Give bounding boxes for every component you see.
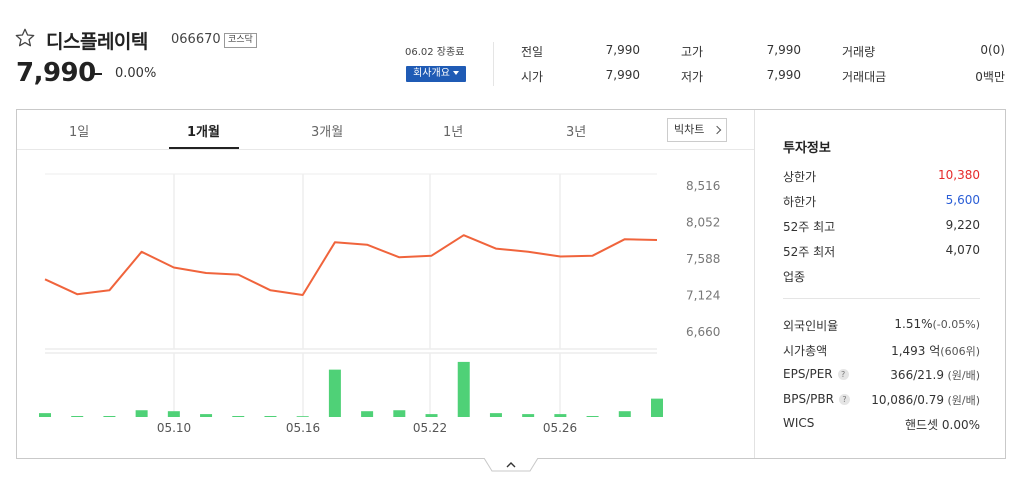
- panel-divider: [754, 110, 755, 458]
- info-value: 5,600: [945, 193, 980, 207]
- tab-3-years[interactable]: 3년: [566, 125, 587, 140]
- volume-bar: [361, 411, 374, 417]
- volume-bar: [457, 361, 470, 417]
- big-chart-label: 빅차트: [674, 123, 705, 136]
- info-value: 1,493 억(606위): [891, 344, 980, 358]
- info-label: 하한가: [783, 195, 817, 209]
- help-icon[interactable]: ?: [837, 369, 849, 380]
- volume-bar: [618, 411, 631, 417]
- no-change-indicator: [92, 73, 102, 75]
- volume-bar: [232, 416, 245, 417]
- quote-label-high: 고가: [681, 45, 704, 59]
- x-tick-label: 05.16: [286, 421, 320, 435]
- info-label: 상한가: [783, 170, 817, 184]
- volume-bar: [296, 416, 309, 417]
- quote-label-trade-amount: 거래대금: [842, 70, 887, 84]
- quote-label-volume: 거래량: [842, 45, 876, 59]
- quote-value-prev-close: 7,990: [605, 43, 640, 57]
- y-tick-label: 6,660: [686, 325, 720, 339]
- volume-bar: [328, 369, 341, 417]
- y-tick-label: 7,124: [686, 289, 720, 303]
- info-label: 업종: [783, 270, 806, 284]
- y-tick-label: 8,052: [686, 216, 720, 230]
- favorite-star-icon[interactable]: [14, 27, 36, 49]
- current-price: 7,990: [16, 58, 96, 88]
- volume-bar: [522, 414, 535, 417]
- big-chart-button[interactable]: 빅차트: [667, 118, 727, 142]
- info-value: 9,220: [945, 218, 980, 232]
- volume-bar: [71, 416, 84, 417]
- volume-bar: [393, 410, 406, 417]
- volume-bar: [135, 410, 148, 417]
- company-overview-label: 회사개요: [413, 68, 450, 79]
- company-overview-button[interactable]: 회사개요: [406, 66, 466, 82]
- info-label: BPS/PBR: [783, 392, 834, 406]
- quote-value-trade-amount: 0백만: [975, 70, 1005, 84]
- info-label: 52주 최저: [783, 245, 836, 259]
- info-value: 10,086/0.79 (원/배): [871, 393, 980, 407]
- price-line: [44, 234, 658, 296]
- x-tick-label: 05.26: [543, 421, 577, 435]
- info-label: EPS/PER: [783, 367, 833, 381]
- stock-name: 디스플레이텍: [46, 31, 148, 53]
- y-tick-label: 7,588: [686, 252, 720, 266]
- tab-1-day[interactable]: 1일: [69, 125, 90, 140]
- volume-bar: [39, 413, 51, 417]
- info-divider: [783, 298, 980, 299]
- x-tick-label: 05.10: [157, 421, 191, 435]
- quote-label-low: 저가: [681, 70, 704, 84]
- quote-label-open: 시가: [521, 70, 544, 84]
- tab-1-year[interactable]: 1년: [443, 125, 464, 140]
- volume-bar: [586, 416, 599, 417]
- collapse-chart-button[interactable]: [484, 458, 538, 472]
- volume-bar: [425, 414, 438, 417]
- quote-value-volume: 0(0): [980, 43, 1005, 57]
- volume-bar: [103, 416, 116, 417]
- info-label: 시가총액: [783, 344, 828, 358]
- info-value: 10,380: [938, 168, 980, 182]
- volume-bar: [200, 414, 213, 417]
- period-tabs: 1일 1개월 3개월 1년 3년 빅차트: [17, 110, 754, 150]
- market-badge: 코스닥: [224, 33, 257, 48]
- caret-down-icon: [452, 71, 459, 75]
- market-close-date: 06.02 장종료: [405, 47, 465, 58]
- chevron-up-icon: [506, 462, 516, 468]
- info-label: WICS: [783, 416, 815, 430]
- x-tick-label: 05.22: [413, 421, 447, 435]
- quote-value-open: 7,990: [605, 68, 640, 82]
- volume-bar: [554, 414, 567, 417]
- info-value: 366/21.9 (원/배): [890, 368, 980, 382]
- volume-bar: [651, 398, 663, 417]
- volume-bar: [489, 413, 502, 417]
- active-tab-indicator: [169, 147, 239, 149]
- info-value: 4,070: [945, 243, 980, 257]
- info-value: 핸드셋 0.00%: [904, 418, 980, 432]
- quote-value-low: 7,990: [766, 68, 801, 82]
- stock-code: 066670: [171, 32, 221, 47]
- volume-bar: [167, 411, 180, 417]
- quote-value-high: 7,990: [766, 43, 801, 57]
- info-label: 52주 최고: [783, 220, 836, 234]
- help-icon[interactable]: ?: [838, 394, 850, 405]
- volume-bar: [264, 416, 277, 417]
- chart-panel: 1일 1개월 3개월 1년 3년 빅차트 05.10 05.16 05.22 05.2…: [16, 109, 1006, 459]
- info-label: 외국인비율: [783, 319, 839, 333]
- header-divider: [493, 42, 494, 86]
- y-tick-label: 8,516: [686, 179, 720, 193]
- tab-3-months[interactable]: 3개월: [311, 125, 344, 140]
- info-value: 1.51%(-0.05%): [894, 317, 980, 331]
- change-percent: 0.00%: [115, 66, 157, 81]
- price-chart: 05.10 05.16 05.22 05.26 8,516 8,052 7,588 7,124…: [39, 173, 720, 435]
- tab-1-month[interactable]: 1개월: [187, 125, 220, 140]
- quote-label-prev-close: 전일: [521, 45, 544, 59]
- investment-info-title: 투자정보: [783, 141, 831, 156]
